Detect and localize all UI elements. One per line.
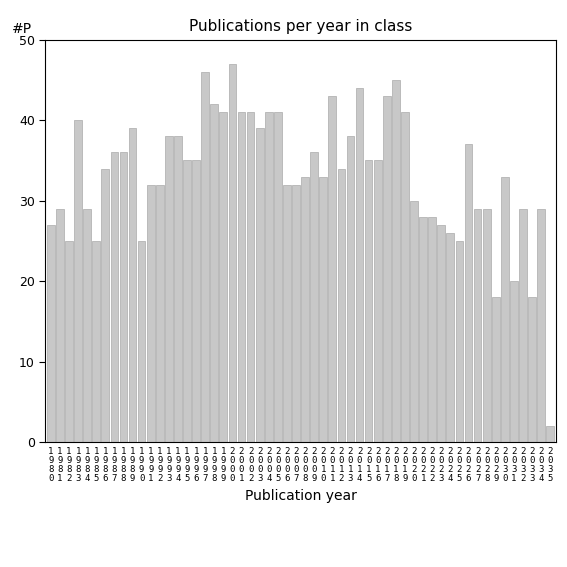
Bar [310,153,318,442]
Bar [328,96,336,442]
Bar [183,160,191,442]
Bar [83,209,91,442]
Bar [346,136,354,442]
Bar [301,176,309,442]
Bar [337,168,345,442]
Bar [201,72,209,442]
Bar [74,120,82,442]
Bar [455,241,463,442]
Bar [65,241,73,442]
Bar [383,96,391,442]
Bar [365,160,373,442]
Bar [374,160,382,442]
Bar [147,185,155,442]
Bar [156,185,164,442]
Bar [120,153,128,442]
Bar [428,217,436,442]
Bar [165,136,173,442]
Bar [229,64,236,442]
Bar [174,136,182,442]
Bar [356,88,363,442]
Bar [111,153,119,442]
Bar [192,160,200,442]
Bar [519,209,527,442]
Bar [419,217,427,442]
Bar [392,80,400,442]
Bar [437,225,445,442]
Text: #P: #P [12,22,32,36]
Bar [219,112,227,442]
Bar [265,112,273,442]
Bar [510,281,518,442]
Bar [238,112,246,442]
Bar [92,241,100,442]
Bar [538,209,545,442]
X-axis label: Publication year: Publication year [244,489,357,503]
Bar [547,426,554,442]
Bar [292,185,300,442]
Bar [283,185,291,442]
Bar [274,112,282,442]
Title: Publications per year in class: Publications per year in class [189,19,412,35]
Bar [129,128,137,442]
Bar [492,297,500,442]
Bar [56,209,64,442]
Bar [483,209,490,442]
Bar [410,201,418,442]
Bar [464,145,472,442]
Bar [47,225,54,442]
Bar [247,112,255,442]
Bar [101,168,109,442]
Bar [501,176,509,442]
Bar [473,209,481,442]
Bar [256,128,264,442]
Bar [319,176,327,442]
Bar [210,104,218,442]
Bar [528,297,536,442]
Bar [138,241,146,442]
Bar [401,112,409,442]
Bar [446,233,454,442]
